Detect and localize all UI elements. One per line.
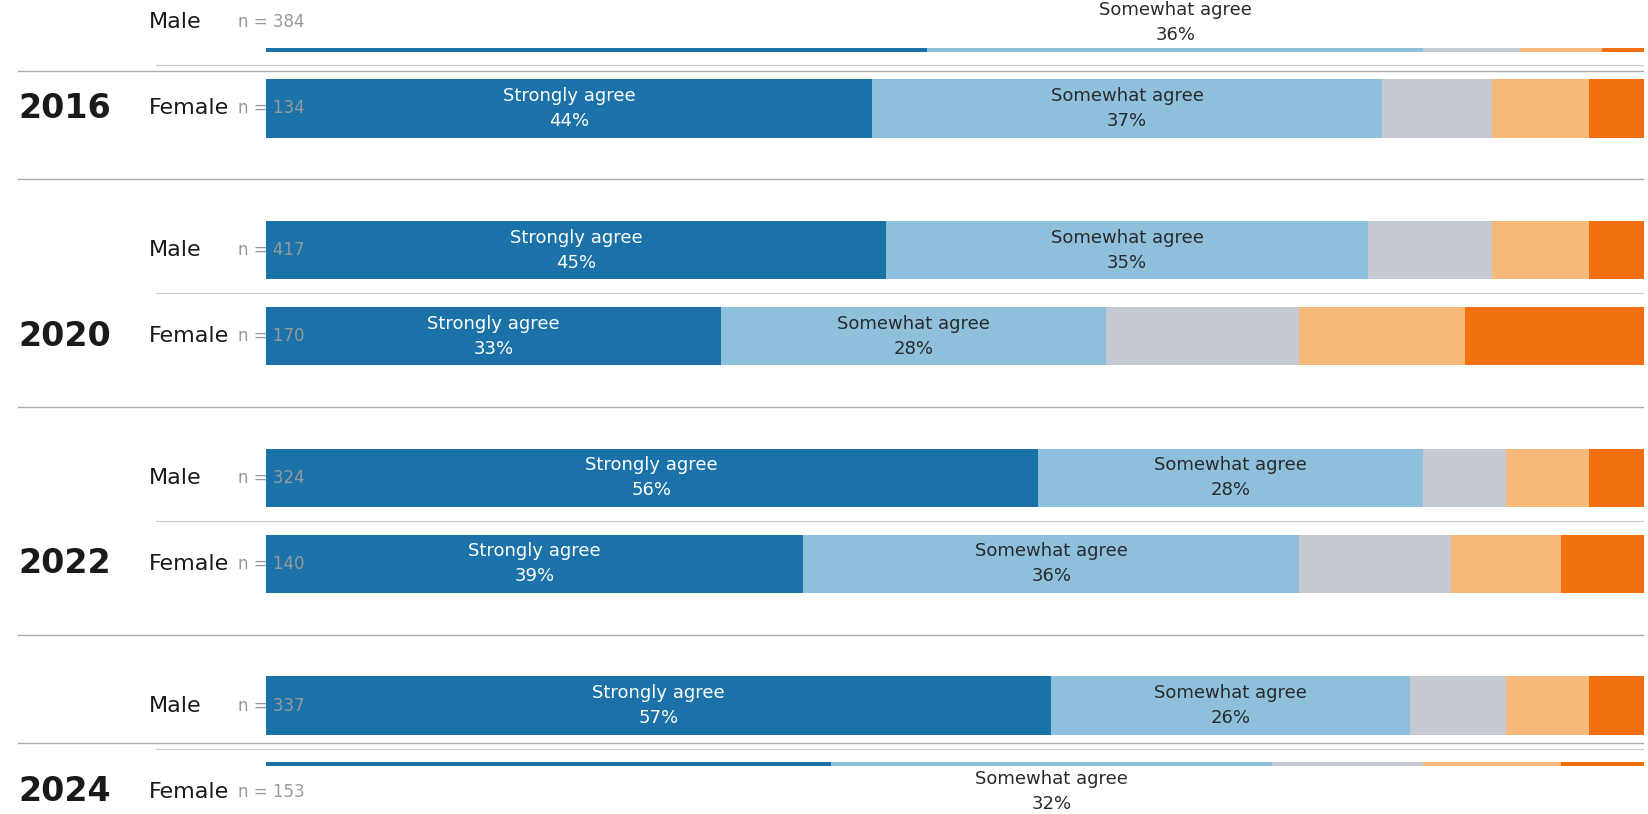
Bar — [1106, 307, 1299, 365]
Bar — [1589, 79, 1643, 138]
Text: Strongly agree
33%: Strongly agree 33% — [427, 314, 560, 357]
Text: Strongly agree
57%: Strongly agree 57% — [592, 684, 725, 727]
Text: Strongly agree
45%: Strongly agree 45% — [509, 229, 643, 272]
Text: Female: Female — [148, 781, 229, 802]
Text: Somewhat agree
28%: Somewhat agree 28% — [1154, 457, 1307, 500]
Text: Female: Female — [148, 326, 229, 346]
Text: Strongly agree
56%: Strongly agree 56% — [585, 457, 719, 500]
Bar — [265, 449, 1038, 507]
Bar — [1409, 676, 1506, 735]
Text: n = 140: n = 140 — [239, 555, 305, 573]
Text: 2016: 2016 — [18, 92, 110, 125]
Text: 2020: 2020 — [18, 320, 110, 352]
Bar — [265, 221, 887, 279]
Bar — [1506, 676, 1589, 735]
Bar — [1602, 0, 1643, 51]
Bar — [1424, 763, 1561, 814]
Bar — [1519, 0, 1602, 51]
Bar — [928, 0, 1424, 51]
Text: Male: Male — [148, 468, 201, 488]
Text: n = 170: n = 170 — [239, 327, 305, 345]
Bar — [265, 535, 803, 593]
Bar — [872, 79, 1383, 138]
Bar — [1465, 307, 1643, 365]
Text: Strongly agree
48%: Strongly agree 48% — [531, 1, 662, 44]
Text: n = 324: n = 324 — [239, 469, 305, 487]
Text: Somewhat agree
37%: Somewhat agree 37% — [1051, 87, 1203, 130]
Bar — [1561, 535, 1643, 593]
Text: Somewhat agree
32%: Somewhat agree 32% — [976, 770, 1127, 813]
Bar — [1450, 535, 1561, 593]
Bar — [1506, 449, 1589, 507]
Text: Male: Male — [148, 12, 201, 33]
Text: n = 417: n = 417 — [239, 241, 305, 259]
Text: Somewhat agree
26%: Somewhat agree 26% — [1154, 684, 1307, 727]
Text: Strongly agree
39%: Strongly agree 39% — [468, 542, 602, 585]
Text: Somewhat agree
35%: Somewhat agree 35% — [1051, 229, 1203, 272]
Bar — [1424, 0, 1519, 51]
Bar — [1038, 449, 1424, 507]
Text: Somewhat agree
36%: Somewhat agree 36% — [976, 542, 1127, 585]
Bar — [265, 0, 928, 51]
Bar — [1589, 676, 1643, 735]
Text: 2022: 2022 — [18, 547, 110, 580]
Bar — [887, 221, 1368, 279]
Text: Somewhat agree
28%: Somewhat agree 28% — [837, 314, 990, 357]
Bar — [720, 307, 1106, 365]
Bar — [265, 676, 1051, 735]
Bar — [265, 307, 720, 365]
Bar — [1589, 221, 1643, 279]
Bar — [1589, 449, 1643, 507]
Bar — [1299, 535, 1450, 593]
Bar — [1561, 763, 1643, 814]
Bar — [831, 763, 1272, 814]
Text: 2024: 2024 — [18, 775, 110, 808]
Text: Male: Male — [148, 696, 201, 716]
Bar — [1051, 676, 1409, 735]
Bar — [1493, 221, 1589, 279]
Bar — [803, 535, 1299, 593]
Text: Female: Female — [148, 554, 229, 574]
Bar — [1368, 221, 1493, 279]
Bar — [1383, 79, 1493, 138]
Bar — [265, 79, 872, 138]
Text: n = 134: n = 134 — [239, 99, 305, 117]
Bar — [1272, 763, 1424, 814]
Text: Male: Male — [148, 240, 201, 260]
Text: n = 337: n = 337 — [239, 697, 305, 715]
Bar — [1493, 79, 1589, 138]
Bar — [265, 763, 831, 814]
Text: n = 153: n = 153 — [239, 782, 305, 801]
Bar — [1299, 307, 1465, 365]
Text: Female: Female — [148, 98, 229, 118]
Bar — [1424, 449, 1506, 507]
Text: Strongly agree
41%: Strongly agree 41% — [483, 770, 615, 813]
Text: Strongly agree
44%: Strongly agree 44% — [503, 87, 636, 130]
Text: Somewhat agree
36%: Somewhat agree 36% — [1099, 1, 1252, 44]
Text: n = 384: n = 384 — [239, 13, 305, 32]
